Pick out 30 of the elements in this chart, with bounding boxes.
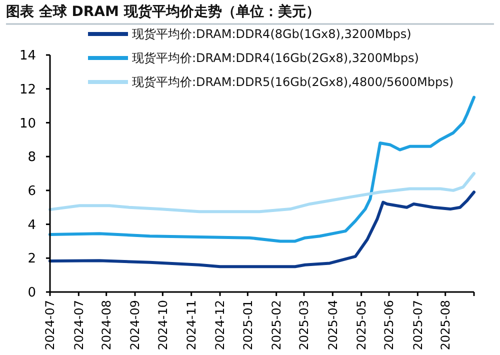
y-tick-label: 4 xyxy=(28,218,36,233)
chart-title: 图表 全球 DRAM 现货平均价走势（单位：美元） xyxy=(6,3,320,20)
legend-label: 现货平均价:DRAM:DDR5(16Gb(2Gx8),4800/5600Mbps) xyxy=(132,75,454,90)
x-tick-label: 2024-11 xyxy=(184,300,199,350)
x-tick-label: 2024-12 xyxy=(213,300,228,350)
x-tick-label: 2024-08 xyxy=(100,300,114,350)
x-tick-label: 2024-07 xyxy=(43,300,58,350)
line-series xyxy=(48,172,476,214)
x-tick-label: 2025-05 xyxy=(354,300,369,350)
x-tick-label: 2024-07 xyxy=(72,300,86,350)
y-tick-label: 2 xyxy=(28,252,36,267)
y-tick-label: 12 xyxy=(19,82,36,98)
line-series xyxy=(48,190,476,268)
legend-label: 现货平均价:DRAM:DDR4(8Gb(1Gx8),3200Mbps) xyxy=(132,27,412,42)
legend-label: 现货平均价:DRAM:DDR4(16Gb(2Gx8),3200Mbps) xyxy=(132,51,419,66)
x-tick-label: 2025-03 xyxy=(297,300,312,350)
y-tick-label: 0 xyxy=(28,286,36,301)
x-tick-label: 2025-08 xyxy=(438,300,453,350)
x-tick-label: 2025-07 xyxy=(410,300,425,350)
x-tick-label: 2024-09 xyxy=(128,300,142,350)
y-tick-label: 14 xyxy=(19,48,36,64)
x-tick-label: 2025-02 xyxy=(270,300,284,350)
x-tick-label: 2025-06 xyxy=(382,300,396,350)
x-tick-label: 2025-04 xyxy=(326,300,340,350)
x-tick-label: 2025-01 xyxy=(240,300,255,350)
y-tick-label: 10 xyxy=(19,116,36,132)
y-tick-label: 6 xyxy=(28,184,36,199)
line-series xyxy=(48,96,476,243)
y-tick-label: 8 xyxy=(28,150,36,166)
x-tick-label: 2024-10 xyxy=(156,300,170,350)
